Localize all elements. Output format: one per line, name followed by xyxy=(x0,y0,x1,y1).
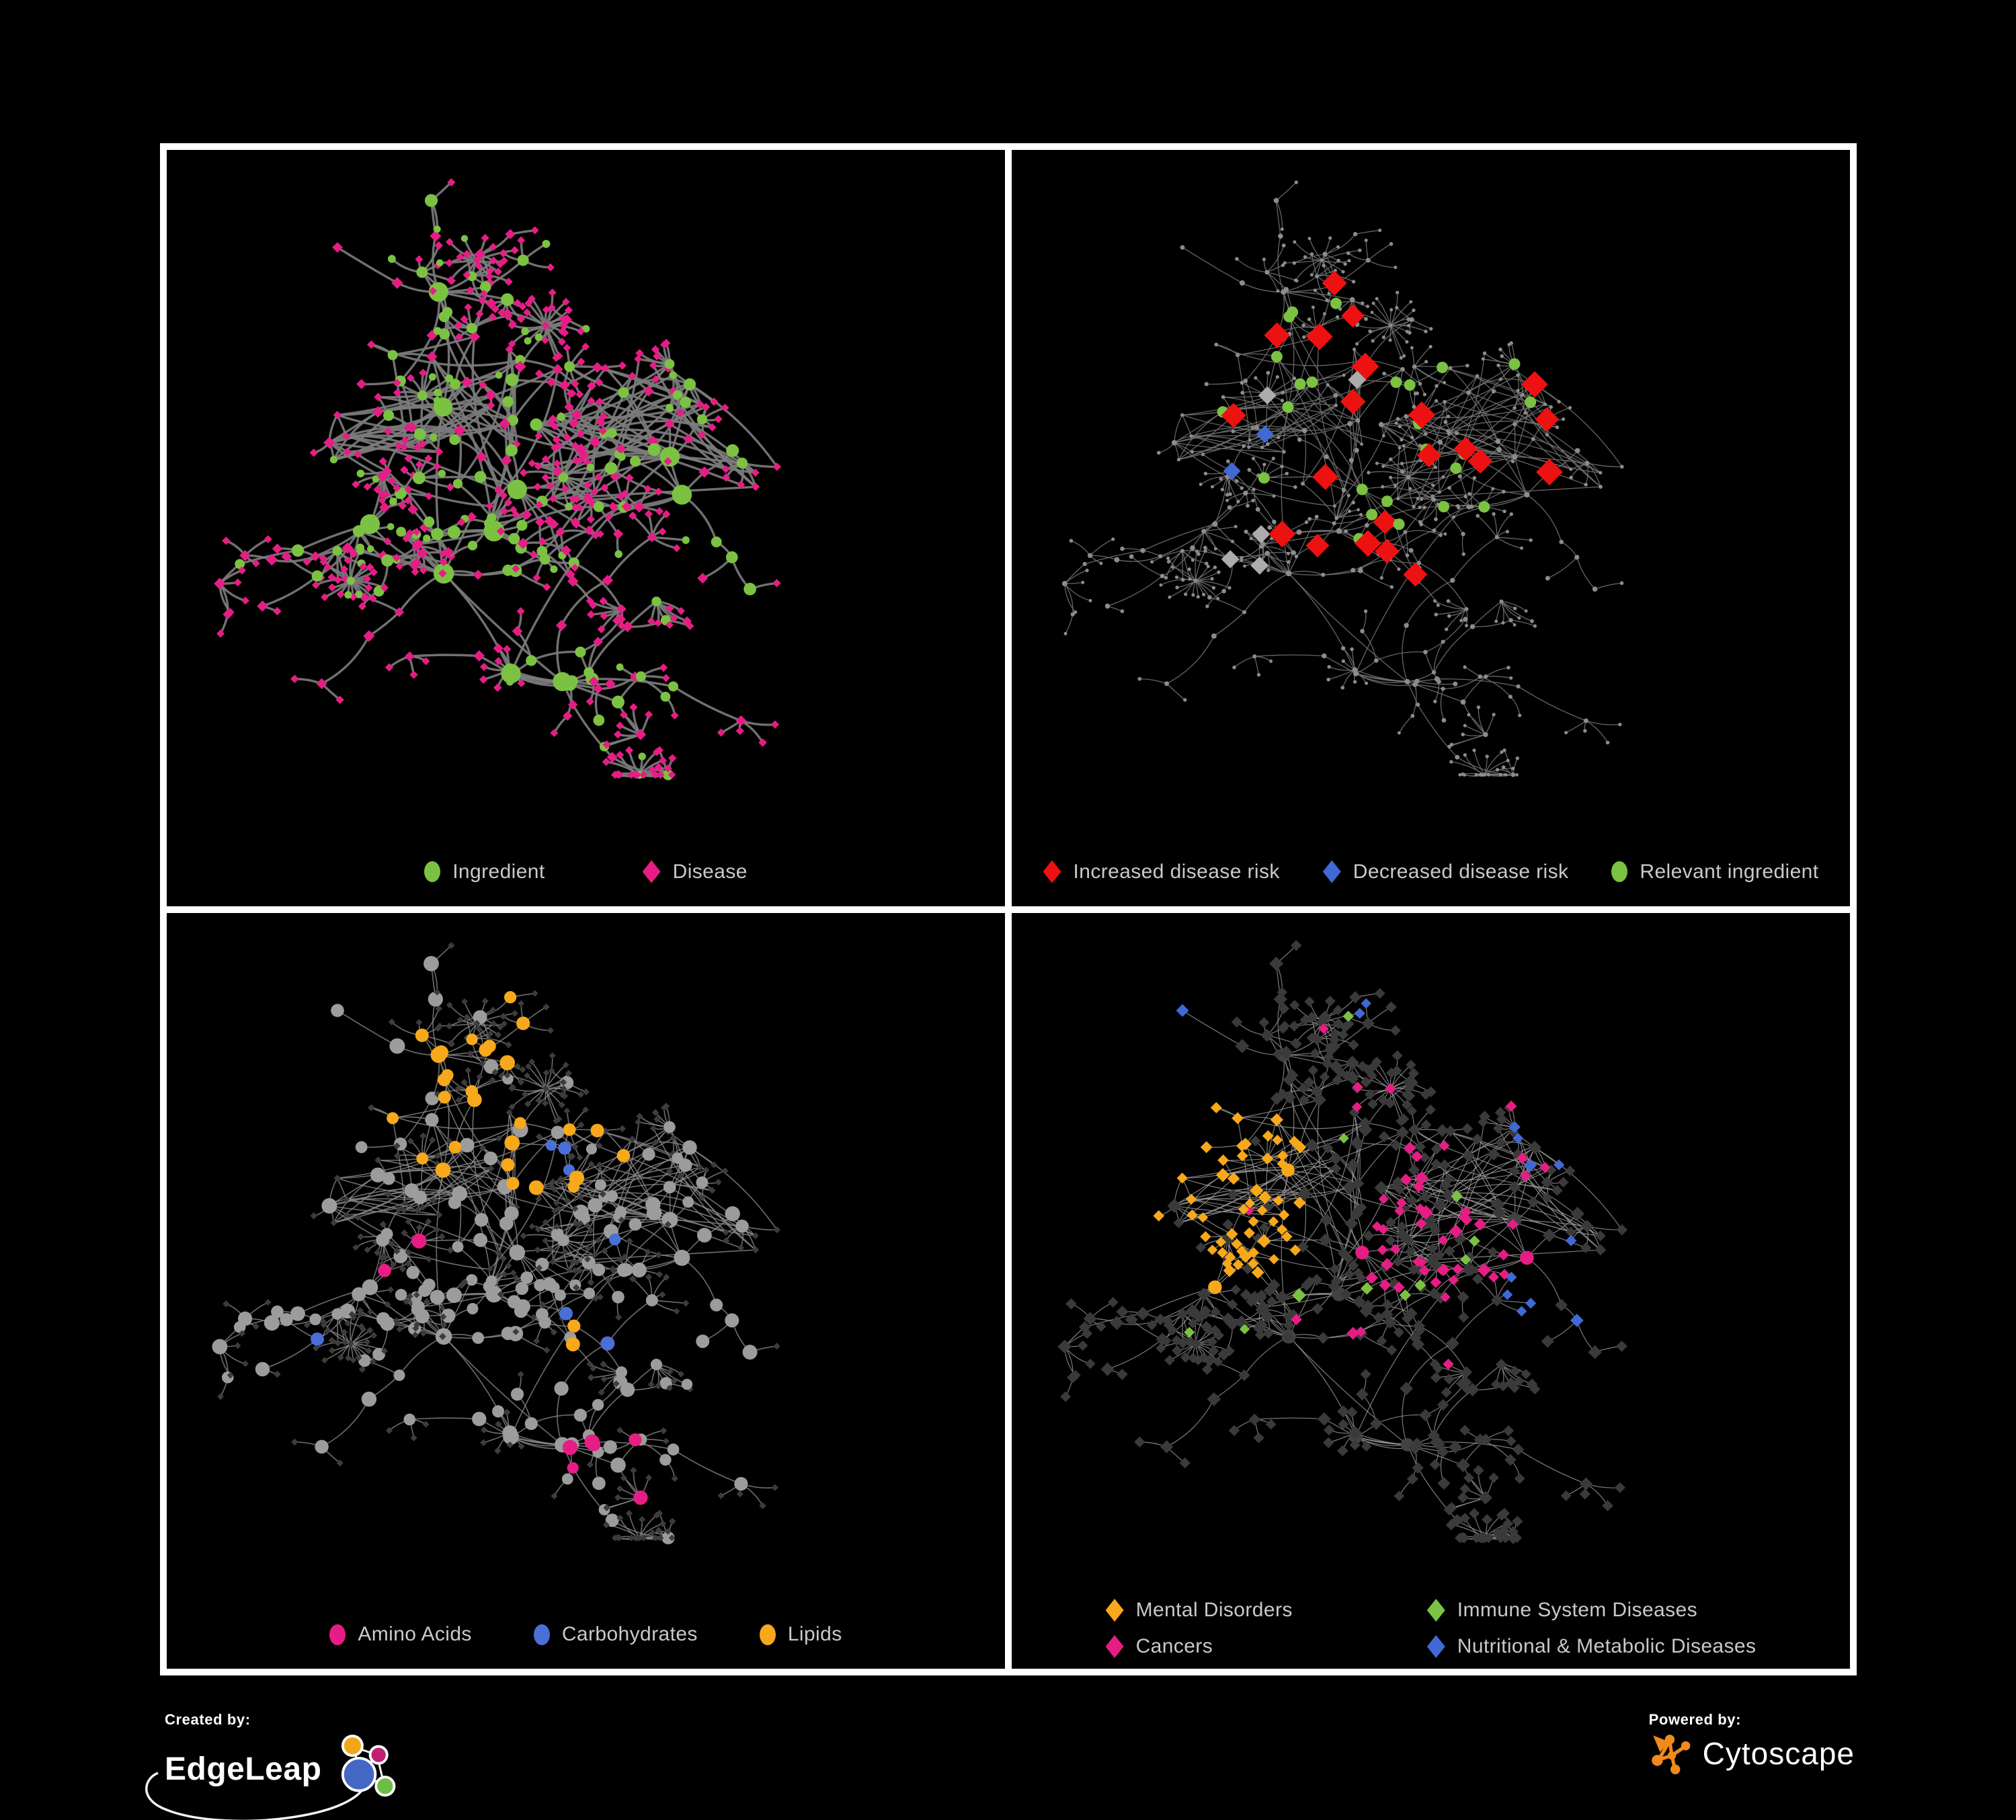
disease-swatch xyxy=(642,860,661,883)
legend-disease-risk: Increased disease risk Decreased disease… xyxy=(1012,860,1850,883)
panel-grid: Ingredient Disease Increased disease ris… xyxy=(160,143,1857,1675)
cytoscape-wordmark: Cytoscape xyxy=(1702,1736,1855,1771)
cytoscape-network-icon xyxy=(1651,1735,1691,1774)
legend-item-cancers: Cancers xyxy=(1105,1635,1293,1658)
lipids-swatch xyxy=(759,1624,776,1645)
amino-acids-swatch xyxy=(329,1624,346,1645)
network-graph-nutrient-classes xyxy=(212,941,781,1544)
legend-label-relevant-ingredient: Relevant ingredient xyxy=(1640,860,1819,883)
legend-nutrient-classes: Amino Acids Carbohydrates Lipids xyxy=(167,1623,1005,1646)
panel-nutrient-classes: Amino Acids Carbohydrates Lipids xyxy=(167,912,1005,1669)
network-graph-ingredient-disease xyxy=(214,178,782,781)
cancers-swatch xyxy=(1105,1635,1124,1658)
legend-label-increased-risk: Increased disease risk xyxy=(1073,860,1280,883)
legend-item-disease: Disease xyxy=(642,860,748,883)
increased-risk-swatch xyxy=(1043,860,1061,883)
panel-ingredient-disease: Ingredient Disease xyxy=(167,150,1005,906)
legend-label-cancers: Cancers xyxy=(1135,1635,1213,1657)
legend-item-carbohydrates: Carbohydrates xyxy=(533,1623,698,1646)
network-graph-disease-risk xyxy=(1061,180,1624,777)
created-by-block: Created by: EdgeLeap xyxy=(145,1711,403,1820)
legend-label-amino-acids: Amino Acids xyxy=(358,1623,472,1645)
legend-label-ingredient: Ingredient xyxy=(452,860,545,883)
legend-item-increased-risk: Increased disease risk xyxy=(1043,860,1280,883)
panel-disease-classes: Mental Disorders Immune System Diseases … xyxy=(1012,912,1850,1669)
legend-label-nutritional-diseases: Nutritional & Metabolic Diseases xyxy=(1457,1635,1757,1657)
relevant-ingredient-swatch xyxy=(1611,861,1628,882)
powered-by-label: Powered by: xyxy=(1648,1711,1742,1728)
legend-disease-classes: Mental Disorders Immune System Diseases … xyxy=(1105,1599,1757,1658)
legend-label-disease: Disease xyxy=(672,860,748,883)
nutritional-diseases-swatch xyxy=(1426,1635,1445,1658)
decreased-risk-swatch xyxy=(1322,860,1341,883)
created-by-label: Created by: xyxy=(165,1711,251,1728)
network-graph-disease-classes xyxy=(1057,939,1628,1544)
edgeleap-network-icon xyxy=(341,1735,396,1797)
edgeleap-logo: EdgeLeap xyxy=(145,1731,403,1820)
edgeleap-wordmark: EdgeLeap xyxy=(165,1751,322,1787)
legend-label-immune-diseases: Immune System Diseases xyxy=(1457,1599,1697,1621)
legend-label-carbohydrates: Carbohydrates xyxy=(561,1623,698,1645)
legend-item-amino-acids: Amino Acids xyxy=(329,1623,471,1646)
carbohydrates-swatch xyxy=(533,1624,550,1645)
ingredient-swatch xyxy=(424,861,441,882)
legend-label-mental-disorders: Mental Disorders xyxy=(1135,1599,1293,1621)
legend-item-relevant-ingredient: Relevant ingredient xyxy=(1611,861,1818,883)
legend-ingredient-disease: Ingredient Disease xyxy=(167,860,1005,883)
panel-disease-risk: Increased disease risk Decreased disease… xyxy=(1012,150,1850,906)
mental-disorders-swatch xyxy=(1105,1599,1124,1622)
legend-item-lipids: Lipids xyxy=(759,1623,842,1646)
cytoscape-logo: Cytoscape xyxy=(1649,1731,1855,1776)
legend-item-mental-disorders: Mental Disorders xyxy=(1105,1599,1293,1622)
legend-item-immune-diseases: Immune System Diseases xyxy=(1426,1599,1757,1622)
legend-label-decreased-risk: Decreased disease risk xyxy=(1353,860,1569,883)
legend-label-lipids: Lipids xyxy=(787,1623,842,1645)
legend-item-nutritional-diseases: Nutritional & Metabolic Diseases xyxy=(1426,1635,1757,1658)
legend-item-decreased-risk: Decreased disease risk xyxy=(1322,860,1569,883)
immune-diseases-swatch xyxy=(1426,1599,1445,1622)
powered-by-block: Powered by: Cytoscape xyxy=(1649,1711,1855,1776)
legend-item-ingredient: Ingredient xyxy=(424,861,545,883)
